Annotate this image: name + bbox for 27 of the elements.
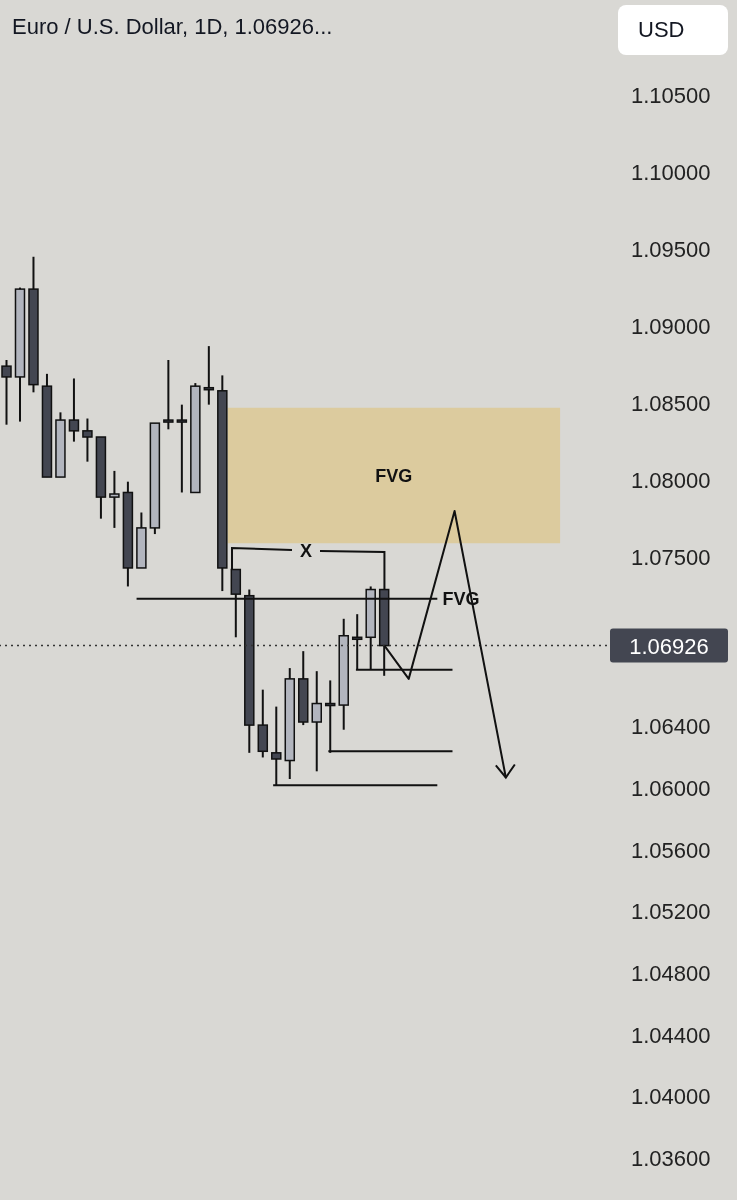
annotation: X: [300, 540, 313, 561]
chart-title: Euro / U.S. Dollar, 1D, 1.06926...: [12, 14, 333, 40]
candlestick: [163, 358, 174, 431]
y-tick-label: 1.07500: [631, 544, 711, 570]
candlestick: [1, 358, 12, 426]
y-tick-label: 1.04000: [631, 1084, 711, 1110]
candlestick: [176, 403, 188, 494]
text: USD: [618, 5, 728, 55]
ref-line-label: 1.06926: [629, 633, 709, 659]
y-tick-label: 1.09000: [631, 313, 711, 339]
y-tick-label: 1.06000: [631, 776, 711, 802]
y-tick-label: 1.08500: [631, 390, 711, 416]
y-tick-label: 1.06400: [631, 714, 711, 740]
y-tick-label: 1.08000: [631, 467, 711, 493]
band-label: FVG: [375, 465, 413, 486]
y-tick-label: 1.09500: [631, 236, 711, 262]
y-tick-label: 1.10000: [631, 159, 711, 185]
candlestick: [82, 417, 93, 463]
candlestick: [68, 377, 80, 443]
candlestick: [109, 469, 120, 529]
y-tick-label: 1.04400: [631, 1022, 711, 1048]
candlestick: [311, 670, 322, 773]
y-tick-label: 1.05600: [631, 837, 711, 863]
y-tick-label: 1.10500: [631, 82, 711, 108]
y-tick-label: 1.05200: [631, 899, 711, 925]
y-tick-label: 1.04800: [631, 960, 711, 986]
y-tick-label: 1.03600: [631, 1145, 711, 1171]
